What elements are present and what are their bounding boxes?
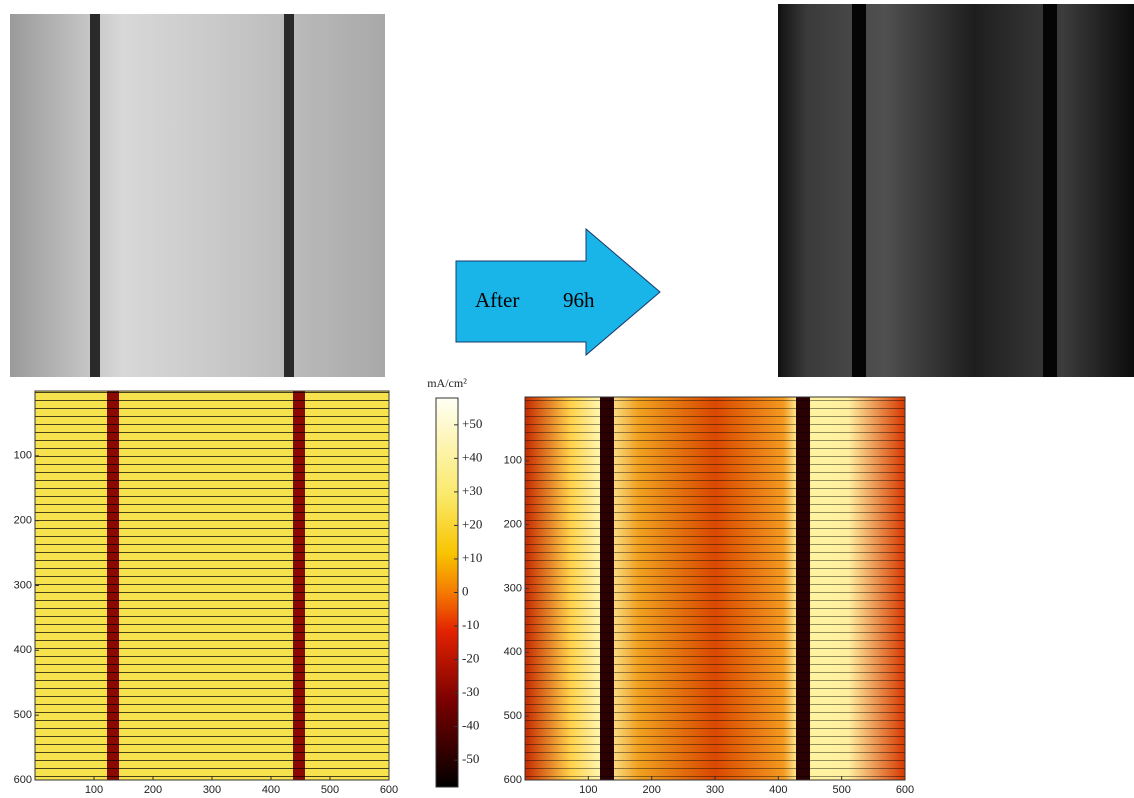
y-tick-label: 100 <box>504 455 522 467</box>
stripes <box>35 391 389 780</box>
y-tick-label: 300 <box>504 582 522 594</box>
y-tick-label: 600 <box>14 774 32 786</box>
colorbar-tick-label: -50 <box>462 751 479 766</box>
colorbar-tick-label: +50 <box>462 416 482 431</box>
colorbar-tick-label: +10 <box>462 550 482 565</box>
colorbar-tick-label: +40 <box>462 449 482 464</box>
stripes <box>525 397 905 780</box>
x-tick-label: 400 <box>262 784 280 796</box>
busbar <box>1043 4 1057 377</box>
x-tick-label: 300 <box>203 784 221 796</box>
busbar <box>852 4 866 377</box>
y-tick-label: 200 <box>504 519 522 531</box>
busbar <box>284 14 294 377</box>
photo <box>778 4 1134 377</box>
photo-before <box>10 14 385 377</box>
y-tick-label: 500 <box>504 710 522 722</box>
figure: After 96h mA/cm² +50 +40 +30 +20 +10 0 -10 -20 -… <box>0 0 1134 798</box>
colorbar-label: mA/cm² <box>427 376 467 390</box>
x-tick-label: 600 <box>896 784 914 796</box>
y-tick-label: 400 <box>504 646 522 658</box>
x-tick-label: 200 <box>642 784 660 796</box>
x-tick-label: 600 <box>380 784 398 796</box>
photo-after <box>778 4 1134 377</box>
colorbar-tick-label: -10 <box>462 617 479 632</box>
colorbar-tick-label: 0 <box>462 583 469 598</box>
x-tick-label: 200 <box>144 784 162 796</box>
y-tick-label: 100 <box>14 450 32 462</box>
arrow-label: After <box>475 288 519 312</box>
colorbar-tick-label: -30 <box>462 684 479 699</box>
x-tick-label: 400 <box>769 784 787 796</box>
colorbar-tick-label: +20 <box>462 516 482 531</box>
heatmap-before <box>35 391 389 780</box>
photo <box>10 14 385 377</box>
y-tick-label: 300 <box>14 579 32 591</box>
x-tick-label: 300 <box>706 784 724 796</box>
busbar <box>90 14 100 377</box>
y-tick-label: 500 <box>14 709 32 721</box>
colorbar-tick-label: -40 <box>462 718 479 733</box>
x-tick-label: 100 <box>579 784 597 796</box>
x-tick-label: 100 <box>85 784 103 796</box>
y-tick-label: 400 <box>14 644 32 656</box>
colorbar-tick-label: -20 <box>462 651 479 666</box>
y-tick-label: 200 <box>14 515 32 527</box>
x-tick-label: 500 <box>321 784 339 796</box>
colorbar-tick-label: +30 <box>462 483 482 498</box>
x-tick-label: 500 <box>832 784 850 796</box>
y-tick-label: 600 <box>504 774 522 786</box>
arrow-label: 96h <box>563 288 595 312</box>
heatmap-after <box>525 397 905 780</box>
